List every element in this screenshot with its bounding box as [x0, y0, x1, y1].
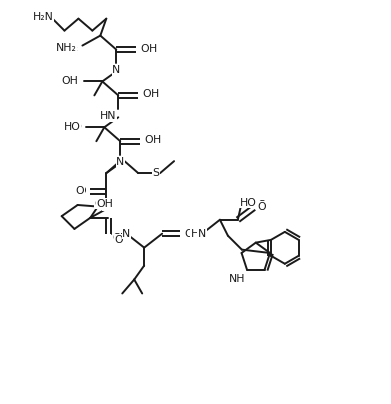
Text: HO: HO [240, 198, 257, 208]
Text: OH: OH [96, 199, 113, 209]
Text: OH: OH [63, 76, 81, 86]
Text: H: H [151, 135, 160, 145]
Text: O: O [144, 135, 153, 145]
Text: N: N [112, 65, 120, 76]
Text: O: O [142, 89, 151, 99]
Text: O: O [114, 235, 123, 245]
Text: N: N [198, 229, 206, 239]
Text: H: H [149, 44, 158, 54]
Text: H: H [149, 89, 158, 99]
Text: N: N [122, 229, 130, 239]
Text: H₂N: H₂N [32, 12, 54, 22]
Text: NH: NH [228, 274, 245, 284]
Text: N: N [122, 229, 130, 239]
Text: O: O [140, 44, 149, 54]
Text: H: H [191, 229, 199, 239]
Text: N: N [116, 157, 124, 167]
Text: O: O [184, 229, 193, 239]
Text: HO: HO [66, 122, 83, 132]
Text: O: O [142, 89, 151, 99]
Text: O: O [76, 186, 84, 196]
Text: NH₂: NH₂ [56, 42, 76, 53]
Text: OH: OH [94, 199, 111, 209]
Text: S: S [152, 168, 160, 178]
Text: O: O [112, 233, 121, 243]
Text: O: O [78, 186, 86, 196]
Text: N: N [112, 65, 120, 76]
Text: O: O [144, 135, 153, 145]
Text: H: H [147, 44, 155, 54]
Text: NH: NH [228, 274, 245, 284]
Text: N: N [198, 229, 206, 239]
Text: NH₂: NH₂ [57, 42, 79, 53]
Text: N: N [116, 157, 124, 167]
Text: OH: OH [61, 76, 79, 86]
Text: HO: HO [63, 122, 81, 132]
Text: H: H [151, 89, 160, 99]
Text: H: H [153, 135, 161, 145]
Text: O: O [184, 229, 193, 239]
Text: N: N [102, 200, 110, 210]
Text: H₂N: H₂N [32, 12, 54, 22]
Text: O: O [258, 200, 266, 210]
Text: HN: HN [100, 112, 116, 121]
Text: HN: HN [100, 112, 116, 121]
Text: S: S [152, 168, 160, 178]
Text: O: O [258, 202, 266, 212]
Text: H: H [191, 229, 199, 239]
Text: O: O [140, 44, 149, 54]
